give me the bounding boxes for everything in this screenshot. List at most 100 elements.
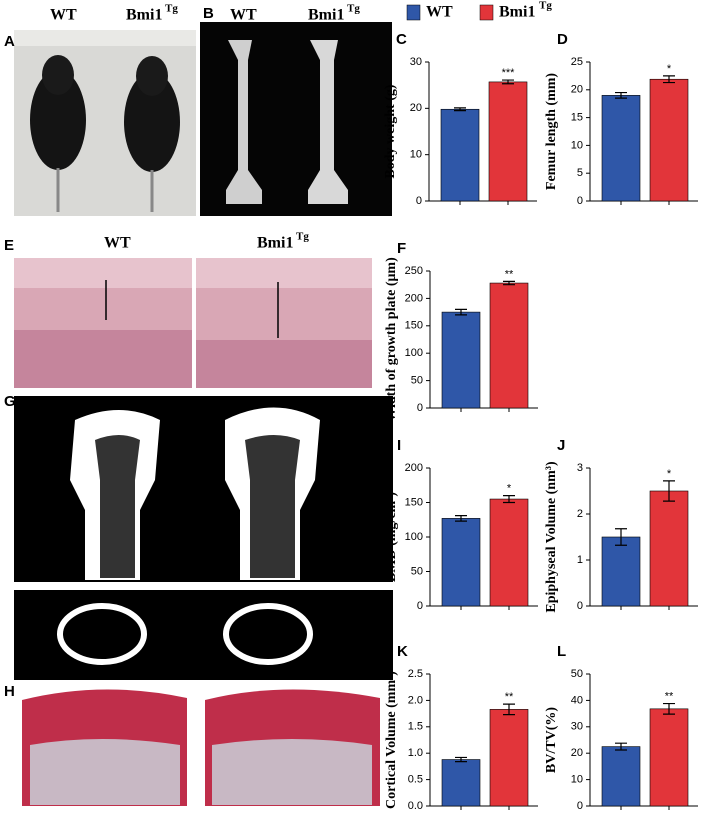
y-tick-label: 10 — [571, 139, 583, 151]
panel-letter: K — [397, 643, 408, 660]
y-tick-label: 0.0 — [408, 800, 423, 812]
y-tick-label: 0 — [417, 600, 423, 612]
panel-letter: I — [397, 437, 401, 454]
panel-letter: D — [557, 31, 568, 48]
bar — [601, 746, 641, 807]
significance: * — [667, 468, 672, 480]
y-tick-label: 0.5 — [408, 774, 423, 786]
bar — [441, 518, 481, 607]
legend-swatch — [479, 4, 494, 21]
error-bar — [455, 515, 467, 522]
error-bar — [663, 75, 675, 84]
legend-label: WT — [426, 4, 453, 21]
image-label: Bmi1 — [126, 7, 162, 24]
y-tick-label: 100 — [405, 531, 423, 543]
panel-letter: J — [557, 437, 565, 454]
error-bar — [454, 107, 466, 112]
panel-letter: G — [4, 393, 16, 410]
y-axis-label: BV/TV(%) — [544, 707, 559, 773]
y-tick-label: 5 — [577, 167, 583, 179]
image-label: WT — [230, 7, 257, 24]
panel-letter: B — [203, 5, 214, 22]
y-axis-label: Cortical Volume (mm³) — [384, 671, 399, 809]
y-axis-label: Width of growth plate (μm) — [384, 257, 399, 422]
error-bar — [502, 79, 514, 85]
y-tick-label: 20 — [571, 84, 583, 96]
significance: *** — [502, 67, 516, 79]
bar — [489, 498, 529, 607]
error-bar — [503, 495, 515, 504]
legend-label: Bmi1 — [499, 4, 535, 21]
error-bar — [503, 703, 515, 716]
legend-sup: Tg — [539, 0, 552, 12]
y-tick-label: 2 — [577, 508, 583, 520]
bar — [441, 311, 481, 409]
error-bar — [615, 91, 627, 99]
photo-mice — [14, 30, 196, 216]
microct-sections — [14, 396, 393, 680]
y-tick-label: 0 — [577, 800, 583, 812]
error-bar — [455, 756, 467, 763]
y-tick-label: 200 — [405, 292, 423, 304]
y-tick-label: 25 — [571, 56, 583, 68]
image-label: WT — [104, 235, 131, 252]
y-tick-label: 1 — [577, 554, 583, 566]
significance: ** — [505, 268, 514, 280]
y-tick-label: 50 — [411, 375, 423, 387]
significance: * — [667, 63, 672, 75]
panel-letter: A — [4, 33, 15, 50]
y-tick-label: 40 — [571, 694, 583, 706]
error-bar — [615, 528, 627, 546]
image-label: Bmi1 — [308, 7, 344, 24]
y-axis-label: Epiphyseal Volume (nm³) — [544, 461, 559, 613]
image-label: WT — [50, 7, 77, 24]
significance: * — [507, 483, 512, 495]
significance: ** — [665, 690, 674, 702]
y-tick-label: 50 — [411, 565, 423, 577]
y-tick-label: 15 — [571, 112, 583, 124]
panel-letter: C — [396, 31, 407, 48]
histology-growth-plate — [14, 258, 372, 388]
image-label: Bmi1 — [257, 235, 293, 252]
error-bar — [663, 702, 675, 715]
y-tick-label: 0 — [416, 195, 422, 207]
bar — [441, 759, 481, 807]
image-label-sup: Tg — [296, 231, 309, 243]
y-tick-label: 20 — [410, 102, 422, 114]
y-tick-label: 20 — [571, 747, 583, 759]
panel-letter: F — [397, 240, 406, 257]
y-tick-label: 0 — [417, 402, 423, 414]
y-tick-label: 30 — [410, 56, 422, 68]
y-tick-label: 3 — [577, 462, 583, 474]
bar — [601, 95, 641, 202]
error-bar — [615, 742, 627, 751]
error-bar — [503, 280, 515, 286]
y-axis-label: Femur length (mm) — [544, 73, 559, 190]
y-tick-label: 100 — [405, 347, 423, 359]
y-tick-label: 200 — [405, 462, 423, 474]
bar — [649, 78, 689, 202]
y-tick-label: 50 — [571, 668, 583, 680]
y-tick-label: 2.5 — [408, 668, 423, 680]
bar — [649, 490, 689, 607]
y-tick-label: 30 — [571, 721, 583, 733]
bar — [489, 709, 529, 807]
bar — [488, 81, 528, 202]
panel-letter: E — [4, 237, 14, 254]
y-tick-label: 2.0 — [408, 694, 423, 706]
panel-letter: H — [4, 683, 15, 700]
y-axis-label: Body weight (g) — [383, 84, 398, 178]
y-tick-label: 1.0 — [408, 747, 423, 759]
y-tick-label: 250 — [405, 265, 423, 277]
y-axis-label: BMD (mg/cm³) — [384, 492, 399, 582]
y-tick-label: 10 — [571, 774, 583, 786]
error-bar — [455, 308, 467, 316]
bar — [489, 282, 529, 409]
y-tick-label: 10 — [410, 149, 422, 161]
stained-section — [22, 689, 380, 806]
error-bar — [663, 480, 675, 502]
y-tick-label: 1.5 — [408, 721, 423, 733]
image-label-sup: Tg — [165, 3, 178, 15]
panel-letter: L — [557, 643, 566, 660]
